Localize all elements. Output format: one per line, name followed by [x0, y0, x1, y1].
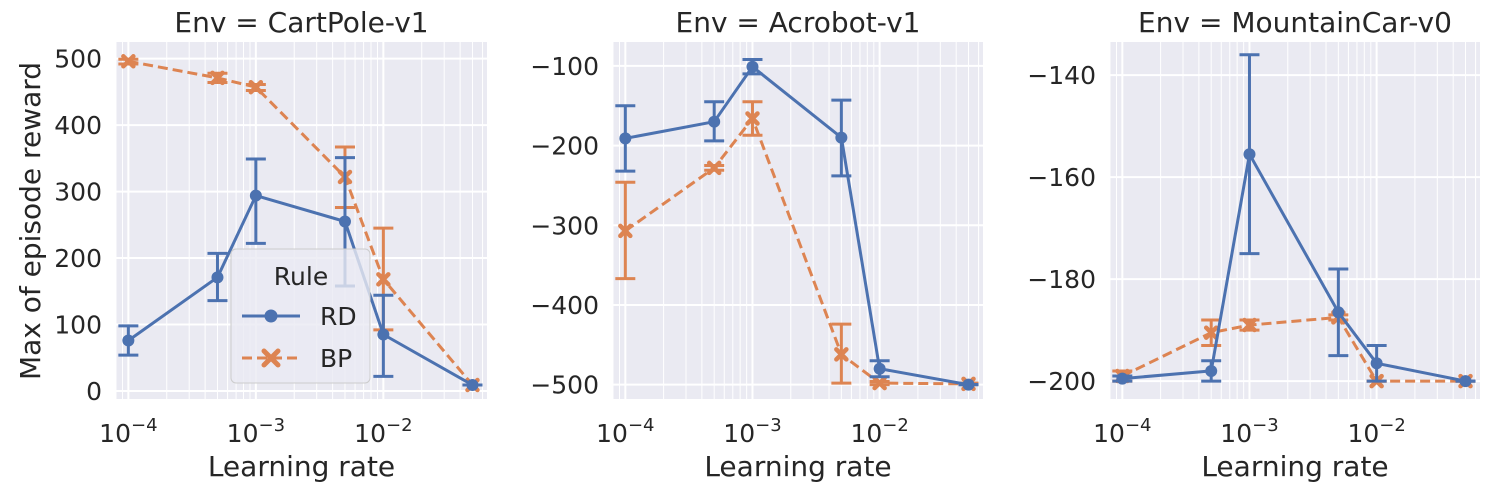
y-tick-label: 300 [54, 178, 102, 207]
panel-3: 10−4 10−3 10−2 −140 −160 −180 −200 Env = Mounta… [1027, 6, 1480, 483]
data-point [1332, 306, 1345, 319]
panel-title: Env = Acrobot-v1 [676, 6, 921, 39]
series-rd [1112, 53, 1476, 388]
data-point [248, 79, 264, 95]
series-rd [615, 58, 979, 391]
data-point [618, 223, 633, 239]
y-tick-label: 500 [54, 45, 102, 74]
legend-label-bp: BP [320, 344, 352, 373]
data-point [1242, 317, 1257, 333]
data-point [210, 70, 225, 86]
x-axis-label: Learning rate [1201, 450, 1388, 483]
y-tick-label: −500 [530, 371, 599, 400]
data-point [746, 60, 759, 73]
data-point [466, 379, 479, 392]
data-point [1370, 357, 1383, 370]
x-tick-label: 10−3 [227, 415, 285, 448]
panel-2: 10−4 10−3 10−2 −100 −200 −300 −400 −500 Env = Ac… [530, 6, 983, 483]
data-point [1205, 364, 1218, 377]
panel-1: 10−4 10−3 10−2 0 100 200 300 400 500 Env = CartPo… [54, 6, 487, 483]
x-tick-label: 10−2 [354, 415, 412, 448]
data-point [706, 160, 722, 176]
x-axis-label: Learning rate [208, 450, 395, 483]
x-tick-label: 10−4 [99, 415, 157, 448]
legend-entry-rd: RD [242, 302, 357, 331]
x-tick-label: 10−4 [1093, 415, 1151, 448]
legend-label-rd: RD [320, 302, 357, 331]
data-point [835, 131, 848, 144]
data-point [376, 272, 391, 287]
series-line-bp [128, 59, 474, 386]
data-point [1203, 325, 1219, 340]
y-tick-label: −400 [530, 291, 599, 320]
x-axis-label: Learning rate [704, 450, 891, 483]
series-line-rd [127, 194, 474, 387]
y-tick-label: −200 [1027, 367, 1096, 396]
x-tick-label: 10−2 [850, 415, 908, 448]
panel-title: Env = CartPole-v1 [174, 6, 428, 39]
series-line-bp [624, 117, 969, 386]
legend-marker-rd [264, 309, 278, 323]
data-point [249, 189, 262, 202]
panel-title: Env = MountainCar-v0 [1138, 6, 1452, 39]
y-axis-label: Max of episode reward [14, 62, 47, 380]
plot-background [613, 42, 983, 399]
data-point [1116, 372, 1129, 385]
data-point [338, 215, 351, 228]
y-tick-label: 100 [54, 311, 102, 340]
legend-title: Rule [274, 262, 328, 291]
data-point [745, 111, 760, 126]
data-point [708, 115, 721, 128]
x-tick-label: 10−4 [596, 415, 654, 448]
y-tick-label: −300 [530, 211, 599, 240]
data-point [619, 132, 632, 145]
series-rd [118, 156, 483, 392]
panels: 10−4 10−3 10−2 0 100 200 300 400 500 Env = CartPo… [54, 6, 1480, 483]
data-point [873, 362, 886, 375]
series-bp [615, 100, 979, 392]
y-tick-label: 0 [86, 377, 102, 406]
data-point [1459, 375, 1472, 388]
series-line-bp [1121, 315, 1466, 383]
series-line-rd [1122, 152, 1466, 383]
data-point [1243, 148, 1256, 161]
data-point [834, 347, 849, 362]
y-tick-label: −140 [1027, 61, 1096, 90]
x-tick-label: 10−3 [723, 415, 781, 448]
data-point [872, 375, 887, 391]
y-tick-label: −160 [1027, 163, 1096, 192]
plot-background [1110, 42, 1480, 399]
data-point [962, 378, 975, 391]
x-tick-label: 10−2 [1347, 415, 1405, 448]
y-tick-label: −180 [1027, 265, 1096, 294]
data-point [121, 54, 136, 69]
x-tick-label: 10−3 [1220, 415, 1278, 448]
y-tick-label: 200 [54, 244, 102, 273]
data-point [377, 328, 390, 341]
legend: Rule RD BP [230, 248, 371, 384]
y-tick-label: −100 [530, 52, 599, 81]
data-point [122, 334, 135, 347]
series-line-rd [625, 65, 969, 387]
y-tick-label: 400 [54, 111, 102, 140]
legend-marker-bp [261, 348, 281, 368]
y-tick-label: −200 [530, 132, 599, 161]
data-point [211, 271, 224, 284]
legend-entry-bp: BP [242, 344, 352, 373]
